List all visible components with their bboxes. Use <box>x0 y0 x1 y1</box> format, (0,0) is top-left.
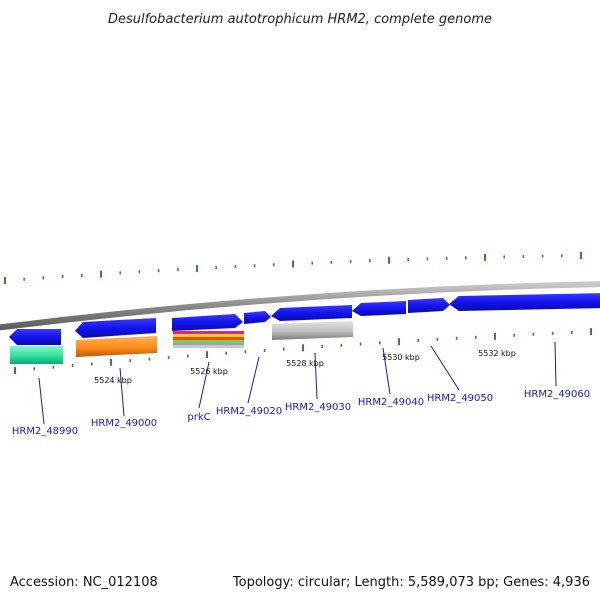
gene-label-hrm2-49060[interactable]: HRM2_49060 <box>524 389 590 400</box>
gene-arrow-hrm2-48990[interactable] <box>9 329 61 345</box>
accession-text: Accession: NC_012108 <box>10 575 158 590</box>
gene-label-hrm2-49030[interactable]: HRM2_49030 <box>285 402 351 413</box>
leader-line-prkc <box>198 361 210 409</box>
feature-box-hrm2-49000[interactable] <box>76 336 157 357</box>
map-title: Desulfobacterium autotrophicum HRM2, com… <box>108 12 492 27</box>
leader-line-hrm2-49000 <box>119 367 125 417</box>
gene-label-hrm2-49050[interactable]: HRM2_49050 <box>427 393 493 404</box>
feature-box-prkc[interactable] <box>173 331 244 348</box>
genome-summary-text: Topology: circular; Length: 5,589,073 bp… <box>232 575 590 590</box>
leader-line-hrm2-49060 <box>554 341 557 387</box>
kbp-label-5524: 5524 kbp <box>94 376 132 385</box>
feature-box-hrm2-48990[interactable] <box>10 346 63 364</box>
leader-line-hrm2-48990 <box>38 377 45 425</box>
gene-arrow-prkc[interactable] <box>172 314 243 331</box>
gene-arrow-hrm2-49040[interactable] <box>352 301 406 316</box>
gene-label-hrm2-49040[interactable]: HRM2_49040 <box>358 397 424 408</box>
leader-line-hrm2-49050 <box>430 345 460 391</box>
gene-arrow-hrm2-49020[interactable] <box>244 311 271 324</box>
kbp-label-5530: 5530 kbp <box>382 353 420 362</box>
kbp-label-5528: 5528 kbp <box>286 359 324 368</box>
gene-label-hrm2-49000[interactable]: HRM2_49000 <box>91 418 157 429</box>
gene-labels: HRM2_48990 HRM2_49000 prkC HRM2_49020 HR… <box>12 389 590 437</box>
feature-track <box>10 321 353 364</box>
gene-arrow-hrm2-49000[interactable] <box>75 318 156 338</box>
gene-leader-lines <box>38 341 557 425</box>
upper-tick-track <box>4 252 582 285</box>
gene-label-prkc[interactable]: prkC <box>187 412 210 423</box>
gene-arrow-hrm2-49050[interactable] <box>408 298 450 313</box>
gene-arrow-hrm2-49030[interactable] <box>271 305 352 321</box>
lower-tick-track <box>14 328 592 375</box>
gene-arrow-track <box>9 293 600 345</box>
gene-label-hrm2-48990[interactable]: HRM2_48990 <box>12 426 78 437</box>
gene-label-hrm2-49020[interactable]: HRM2_49020 <box>216 406 282 417</box>
leader-line-hrm2-49030 <box>314 352 318 400</box>
kbp-label-5526: 5526 kbp <box>190 367 228 376</box>
genome-backbone <box>0 281 600 331</box>
position-scale: 5524 kbp 5526 kbp 5528 kbp 5530 kbp 5532… <box>94 349 516 385</box>
gene-arrow-hrm2-49060[interactable] <box>449 293 600 311</box>
leader-line-hrm2-49020 <box>247 356 260 404</box>
kbp-label-5532: 5532 kbp <box>478 349 516 358</box>
leader-line-hrm2-49040 <box>382 347 391 395</box>
feature-box-hrm2-49030[interactable] <box>272 321 353 340</box>
